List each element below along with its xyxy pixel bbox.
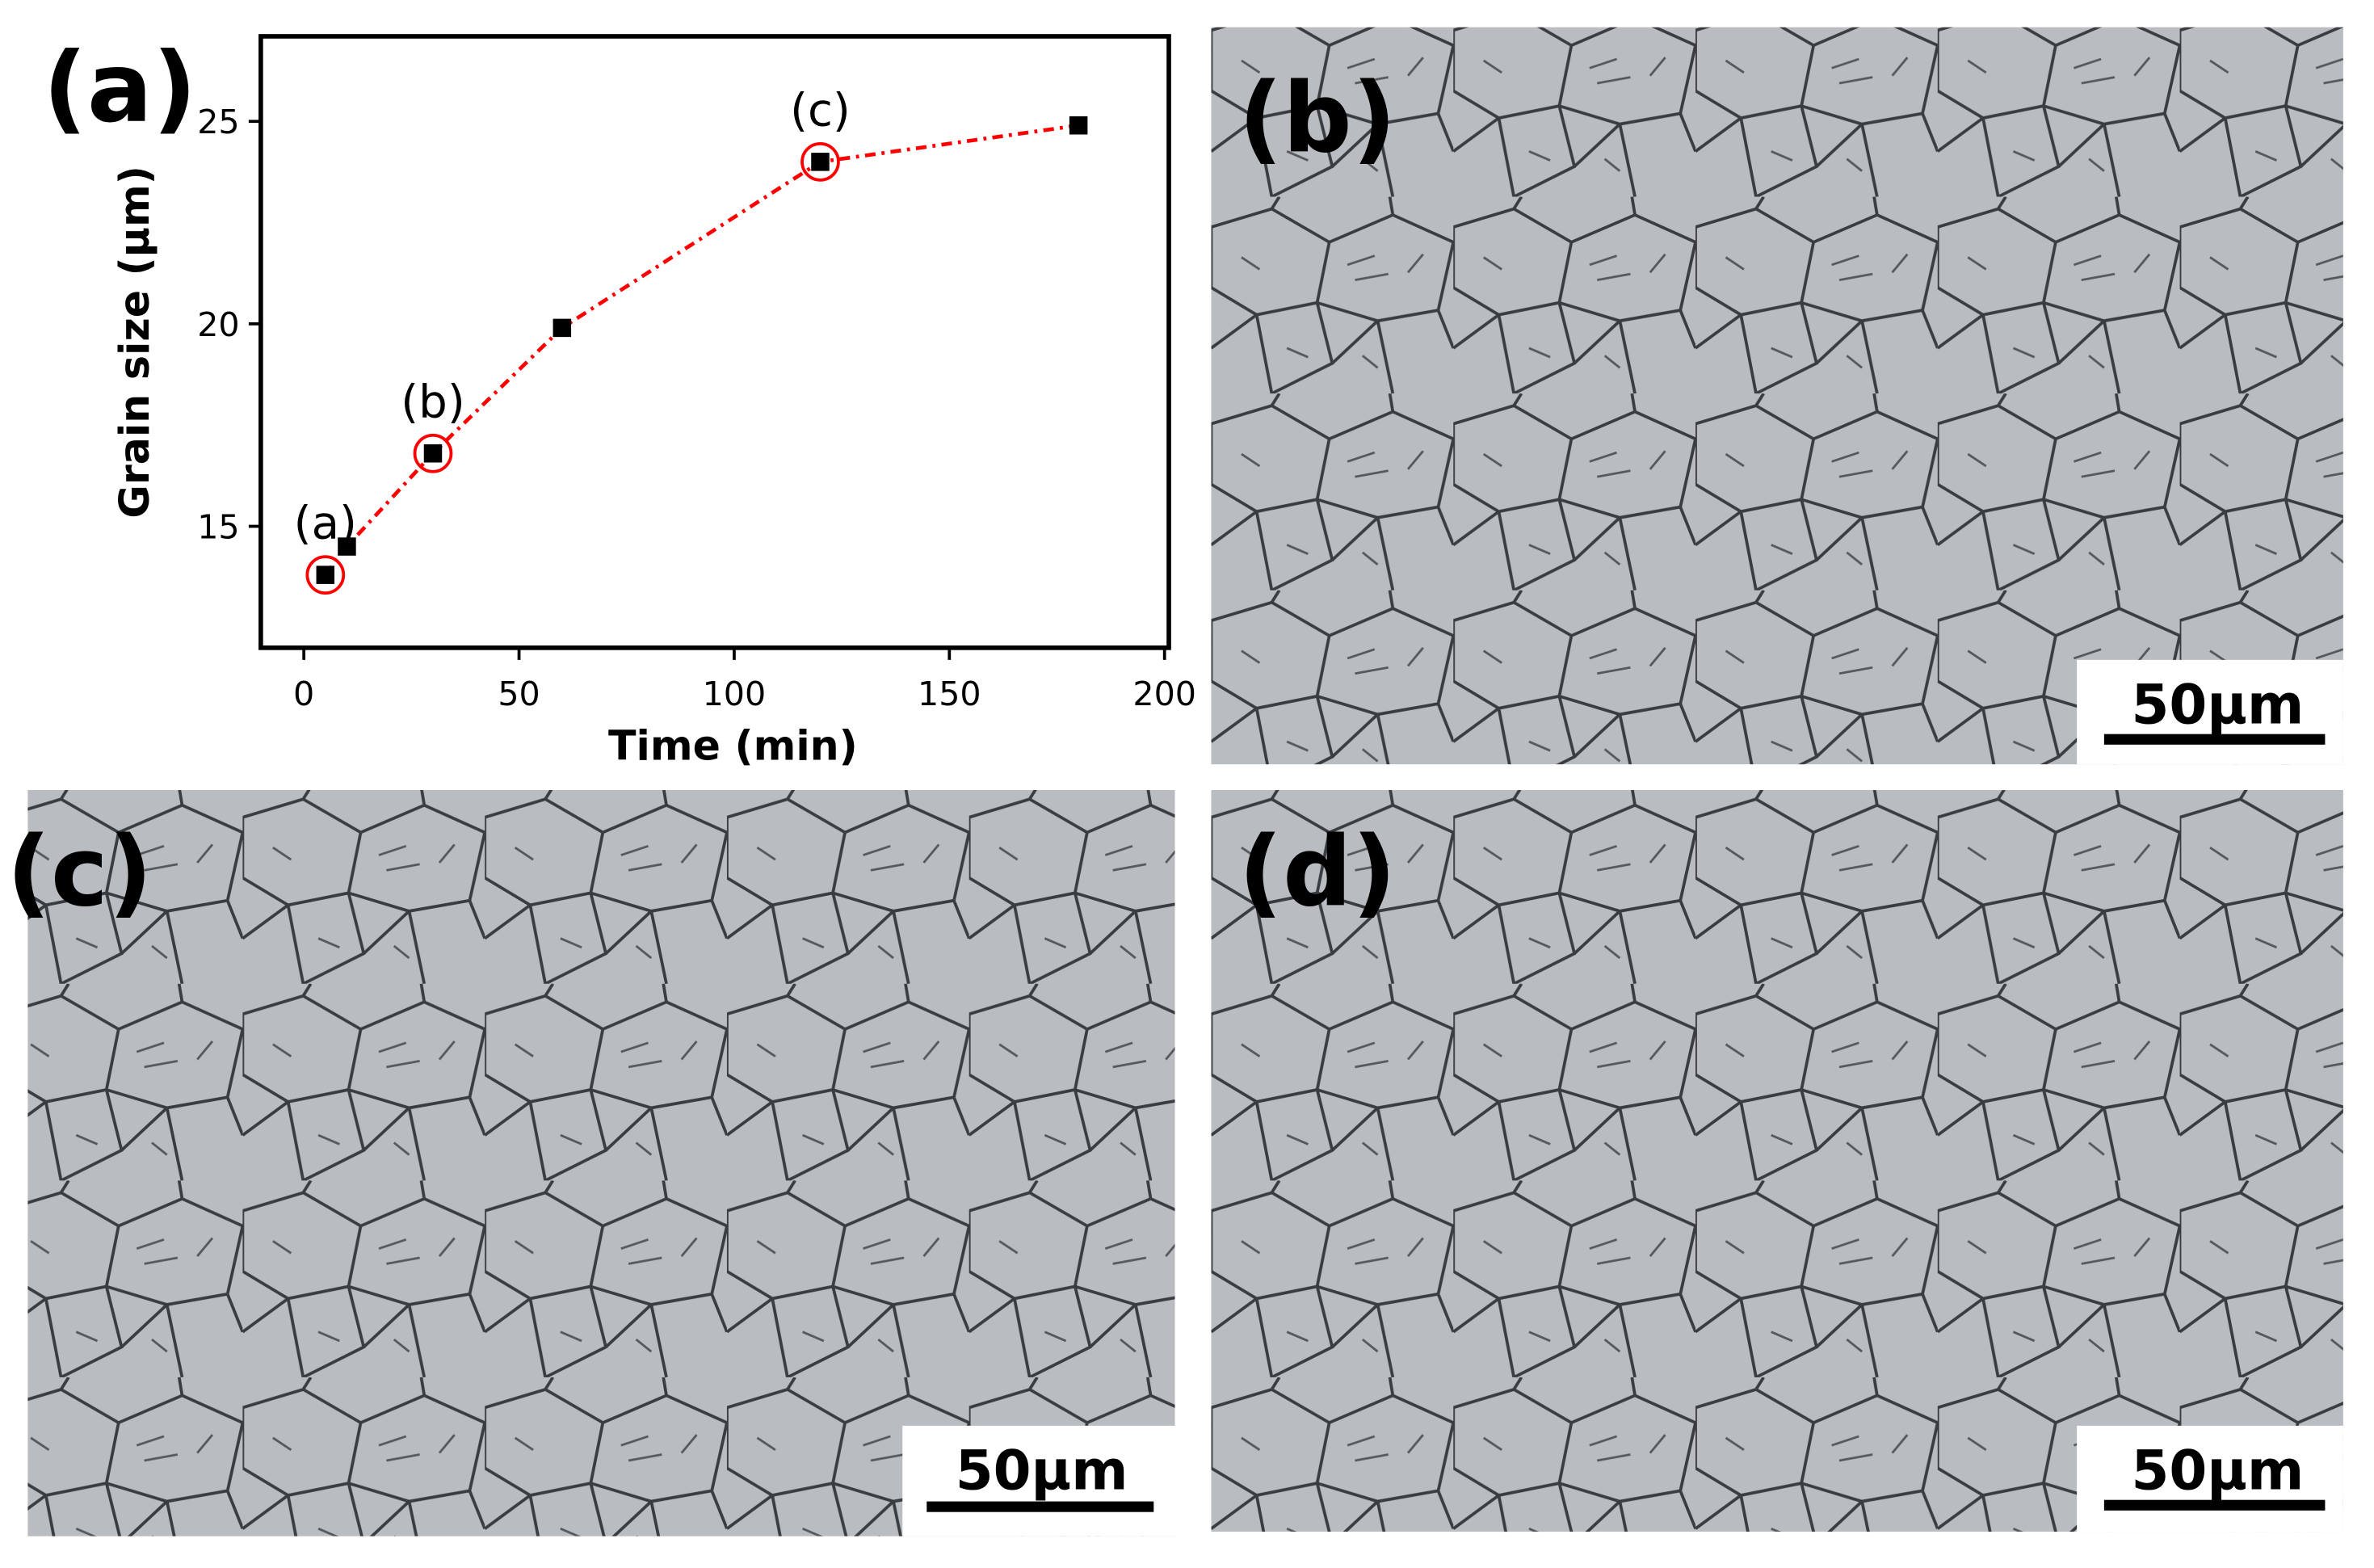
- micrograph-b: [1211, 27, 2343, 765]
- y-tick-label: 25: [197, 103, 239, 141]
- x-tick-label: 200: [1132, 675, 1196, 713]
- marker: [553, 318, 572, 338]
- highlight-circle: [305, 555, 346, 595]
- scale-bar-box: [2077, 659, 2343, 765]
- y-axis-label: Grain size (µm): [111, 166, 158, 518]
- annotation: (c): [790, 84, 851, 137]
- scale-bar-label: 50µm: [956, 1439, 1128, 1503]
- scale-bar-label: 50µm: [2132, 673, 2305, 737]
- marker: [316, 565, 335, 584]
- panel-label: (a): [43, 32, 197, 145]
- scale-bar-box: [902, 1425, 1175, 1536]
- annotation: (b): [401, 376, 465, 428]
- scale-bar-box: [2077, 1425, 2343, 1532]
- y-tick-label: 15: [197, 507, 239, 546]
- marker: [1069, 116, 1088, 135]
- x-tick-label: 0: [293, 675, 314, 713]
- y-tick-label: 20: [197, 305, 239, 344]
- micrograph-c: [27, 789, 1175, 1536]
- micrograph-d: [1211, 789, 2343, 1532]
- x-tick-label: 150: [918, 675, 981, 713]
- panel-label: (d): [1238, 816, 1396, 928]
- panel-label: (b): [1238, 62, 1396, 174]
- scale-bar: [2103, 1499, 2326, 1511]
- plot-frame: [258, 34, 1171, 650]
- x-tick-label: 100: [703, 675, 767, 713]
- scale-bar: [2103, 734, 2326, 745]
- x-tick-label: 50: [498, 675, 540, 713]
- scale-bar: [926, 1501, 1154, 1512]
- marker: [423, 444, 443, 463]
- scale-bar-label: 50µm: [2132, 1439, 2305, 1503]
- x-axis-label: Time (min): [608, 722, 858, 770]
- marker: [811, 153, 830, 171]
- panel-label: (c): [6, 816, 153, 928]
- marker: [338, 537, 356, 556]
- highlight-circle: [413, 433, 453, 473]
- highlight-circle: [800, 142, 840, 182]
- data-line: [323, 123, 1079, 577]
